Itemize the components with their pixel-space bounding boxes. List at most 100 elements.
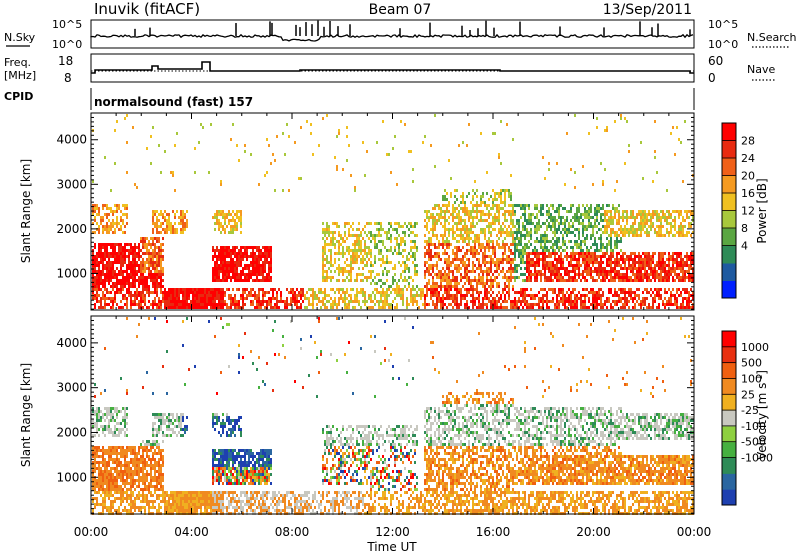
heatmap-cell [216, 294, 218, 297]
heatmap-cell [528, 294, 530, 297]
heatmap-cell [296, 303, 298, 306]
heatmap-cell [232, 246, 234, 249]
heatmap-cell [148, 276, 150, 279]
heatmap-cell [594, 291, 596, 294]
heatmap-cell [520, 237, 522, 240]
heatmap-cell [604, 303, 606, 306]
heatmap-cell [562, 276, 564, 279]
heatmap-cell [310, 132, 312, 135]
heatmap-cell [458, 249, 460, 252]
heatmap-cell [558, 300, 560, 303]
heatmap-cell [356, 240, 358, 243]
heatmap-cell [568, 276, 570, 279]
heatmap-cell [582, 240, 584, 243]
heatmap-cell [428, 252, 430, 255]
heatmap-cell [138, 300, 140, 303]
heatmap-cell [468, 306, 470, 309]
heatmap-cell [574, 270, 576, 273]
heatmap-cell [648, 255, 650, 258]
heatmap-cell [126, 270, 128, 273]
heatmap-cell [220, 231, 222, 234]
heatmap-cell [174, 189, 176, 192]
heatmap-cell [130, 270, 132, 273]
heatmap-cell [426, 252, 428, 255]
heatmap-cell [502, 261, 504, 264]
heatmap-cell [180, 288, 182, 291]
heatmap-cell [152, 126, 154, 129]
heatmap-cell [224, 303, 226, 306]
heatmap-cell [564, 255, 566, 258]
heatmap-cell [210, 306, 212, 309]
heatmap-cell [580, 297, 582, 300]
heatmap-cell [364, 243, 366, 246]
heatmap-cell [482, 300, 484, 303]
heatmap-cell [550, 273, 552, 276]
heatmap-cell [442, 198, 444, 201]
heatmap-cell [512, 270, 514, 273]
heatmap-cell [424, 270, 426, 273]
heatmap-cell [498, 243, 500, 246]
heatmap-cell [136, 288, 138, 291]
heatmap-cell [628, 267, 630, 270]
heatmap-cell [500, 162, 502, 165]
heatmap-cell [126, 207, 128, 210]
heatmap-cell [102, 219, 104, 222]
heatmap-cell [316, 297, 318, 300]
heatmap-cell [324, 279, 326, 282]
heatmap-cell [480, 306, 482, 309]
heatmap-cell [322, 264, 324, 267]
heatmap-cell [382, 228, 384, 231]
heatmap-cell [394, 288, 396, 291]
heatmap-cell [254, 258, 256, 261]
heatmap-cell [530, 231, 532, 234]
heatmap-cell [414, 243, 416, 246]
heatmap-cell [624, 117, 626, 120]
heatmap-cell [256, 306, 258, 309]
heatmap-cell [266, 246, 268, 249]
heatmap-cell [228, 222, 230, 225]
heatmap-cell [614, 207, 616, 210]
heatmap-cell [182, 306, 184, 309]
heatmap-cell [100, 276, 102, 279]
heatmap-cell [546, 300, 548, 303]
heatmap-cell [438, 291, 440, 294]
heatmap-cell [254, 294, 256, 297]
heatmap-cell [152, 258, 154, 261]
heatmap-cell [606, 231, 608, 234]
heatmap-cell [490, 276, 492, 279]
heatmap-cell [414, 234, 416, 237]
heatmap-cell [102, 228, 104, 231]
heatmap-cell [600, 300, 602, 303]
heatmap-cell [582, 213, 584, 216]
heatmap-cell [448, 267, 450, 270]
heatmap-cell [272, 294, 274, 297]
heatmap-cell [508, 285, 510, 288]
heatmap-cell [234, 270, 236, 273]
heatmap-cell [280, 294, 282, 297]
heatmap-cell [322, 303, 324, 306]
heatmap-cell [472, 225, 474, 228]
heatmap-cell [158, 225, 160, 228]
heatmap-cell [214, 228, 216, 231]
heatmap-cell [542, 267, 544, 270]
heatmap-cell [390, 240, 392, 243]
heatmap-cell [352, 258, 354, 261]
heatmap-cell [518, 204, 520, 207]
heatmap-cell [516, 237, 518, 240]
heatmap-cell [252, 270, 254, 273]
heatmap-cell [512, 240, 514, 243]
heatmap-cell [138, 291, 140, 294]
heatmap-cell [462, 234, 464, 237]
heatmap-cell [504, 252, 506, 255]
heatmap-cell [224, 273, 226, 276]
heatmap-cell [244, 276, 246, 279]
heatmap-cell [242, 294, 244, 297]
heatmap-cell [404, 222, 406, 225]
heatmap-cell [550, 267, 552, 270]
heatmap-cell [162, 237, 164, 240]
heatmap-cell [548, 207, 550, 210]
heatmap-cell [322, 279, 324, 282]
heatmap-cell [546, 264, 548, 267]
heatmap-cell [396, 252, 398, 255]
heatmap-cell [574, 258, 576, 261]
